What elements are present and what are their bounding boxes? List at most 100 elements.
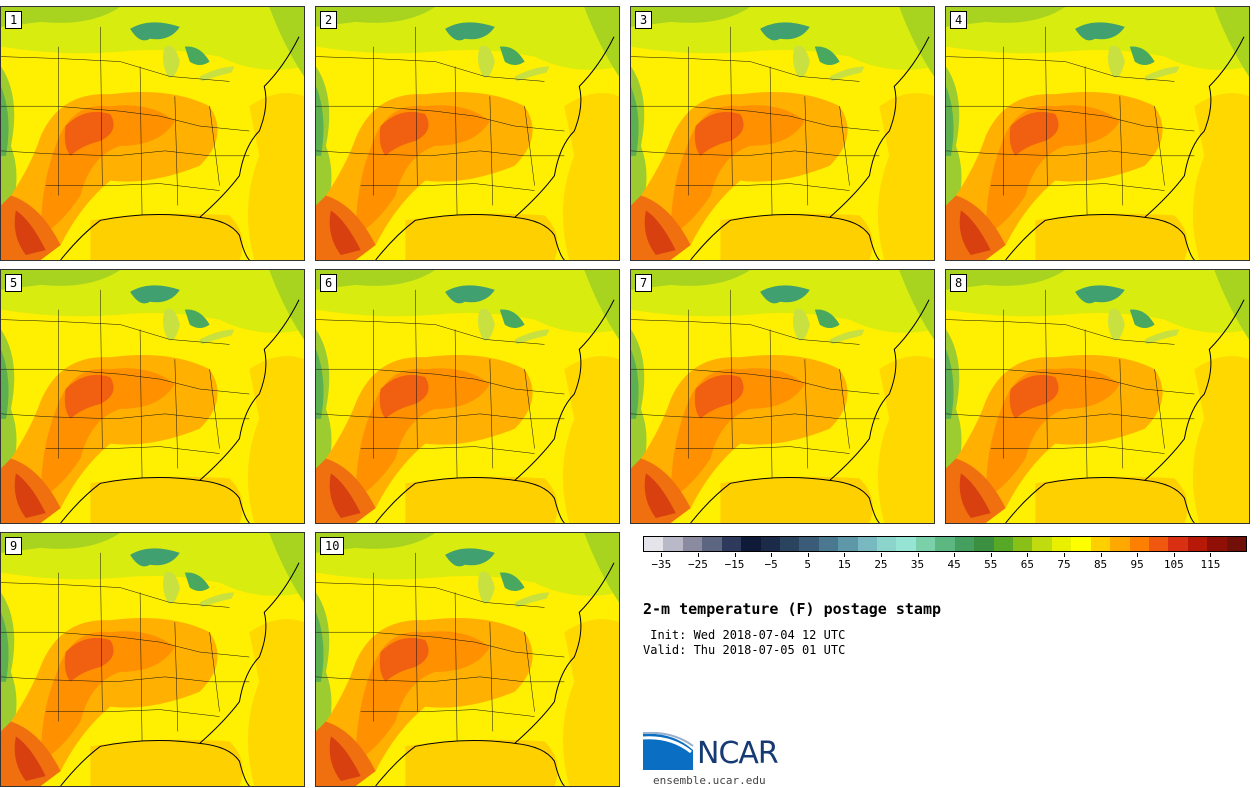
panel-number-label: 10 bbox=[320, 537, 345, 555]
colorbar-segment bbox=[1207, 537, 1227, 551]
colorbar-segment bbox=[663, 537, 683, 551]
colorbar-tick-label: 65 bbox=[1020, 558, 1034, 571]
colorbar-segment bbox=[1129, 537, 1149, 551]
colorbar-segment bbox=[818, 537, 839, 551]
valid-time: Valid: Thu 2018-07-05 01 UTC bbox=[643, 643, 846, 657]
colorbar-tick bbox=[1210, 553, 1212, 557]
colorbar-tick-label: 5 bbox=[804, 558, 812, 571]
colorbar-tick bbox=[880, 553, 882, 557]
colorbar bbox=[643, 536, 1247, 552]
colorbar-segment bbox=[1032, 537, 1052, 551]
panel-number-label: 3 bbox=[635, 11, 653, 29]
colorbar-segment bbox=[799, 537, 819, 551]
panel-number-label: 6 bbox=[320, 274, 338, 292]
site-url: ensemble.ucar.edu bbox=[653, 774, 766, 787]
temperature-map-2 bbox=[316, 7, 619, 260]
colorbar-segment bbox=[915, 537, 936, 551]
map-panel-6: 6 bbox=[315, 269, 620, 524]
colorbar-tick bbox=[844, 553, 846, 557]
colorbar-segment bbox=[644, 537, 664, 551]
colorbar-tick bbox=[697, 553, 699, 557]
colorbar-segment bbox=[954, 537, 975, 551]
colorbar-tick-label: −15 bbox=[724, 558, 745, 571]
colorbar-tick bbox=[917, 553, 919, 557]
colorbar-tick bbox=[734, 553, 736, 557]
colorbar-tick bbox=[771, 553, 773, 557]
colorbar-segment bbox=[1090, 537, 1111, 551]
colorbar-tick bbox=[1100, 553, 1102, 557]
colorbar-segment bbox=[1013, 537, 1033, 551]
map-panel-4: 4 bbox=[945, 6, 1250, 261]
temperature-map-10 bbox=[316, 533, 619, 786]
map-panel-1: 1 bbox=[0, 6, 305, 261]
colorbar-segment bbox=[877, 537, 897, 551]
colorbar-segment bbox=[1187, 537, 1208, 551]
colorbar-tick-label: −25 bbox=[687, 558, 708, 571]
colorbar-segment bbox=[1110, 537, 1130, 551]
colorbar-tick bbox=[1173, 553, 1175, 557]
colorbar-segment bbox=[741, 537, 761, 551]
colorbar-tick-label: 95 bbox=[1130, 558, 1144, 571]
init-time: Init: Wed 2018-07-04 12 UTC bbox=[643, 628, 846, 642]
colorbar-tick-label: −35 bbox=[651, 558, 672, 571]
panel-number-label: 4 bbox=[950, 11, 968, 29]
colorbar-tick-label: 45 bbox=[947, 558, 961, 571]
colorbar-segment bbox=[682, 537, 703, 551]
temperature-map-7 bbox=[631, 270, 934, 523]
map-panel-2: 2 bbox=[315, 6, 620, 261]
colorbar-tick-label: 35 bbox=[910, 558, 925, 571]
colorbar-tick bbox=[1027, 553, 1029, 557]
colorbar-tick bbox=[1137, 553, 1139, 557]
colorbar-tick-label: 55 bbox=[984, 558, 998, 571]
colorbar-segment bbox=[760, 537, 780, 551]
colorbar-tick bbox=[990, 553, 992, 557]
map-panel-7: 7 bbox=[630, 269, 935, 524]
colorbar-tick-label: 115 bbox=[1200, 558, 1221, 571]
colorbar-segment bbox=[721, 537, 742, 551]
colorbar-segment bbox=[1071, 537, 1091, 551]
colorbar-segment bbox=[993, 537, 1014, 551]
colorbar-segment bbox=[1051, 537, 1072, 551]
colorbar-segment bbox=[857, 537, 878, 551]
colorbar-segment bbox=[1168, 537, 1188, 551]
colorbar-segment bbox=[838, 537, 858, 551]
temperature-map-1 bbox=[1, 7, 304, 260]
colorbar-tick-label: 105 bbox=[1163, 558, 1184, 571]
colorbar-segment bbox=[1148, 537, 1169, 551]
colorbar-tick bbox=[807, 553, 809, 557]
colorbar-tick-label: 25 bbox=[874, 558, 888, 571]
temperature-map-5 bbox=[1, 270, 304, 523]
panel-number-label: 5 bbox=[5, 274, 23, 292]
colorbar-segment bbox=[896, 537, 916, 551]
map-panel-3: 3 bbox=[630, 6, 935, 261]
temperature-map-3 bbox=[631, 7, 934, 260]
panel-number-label: 2 bbox=[320, 11, 338, 29]
ncar-logo-icon bbox=[643, 732, 694, 770]
colorbar-segment bbox=[702, 537, 722, 551]
colorbar-ticks: −35 −25 −15 −5 5 15 25 35 45 55 65 75 85 95 105 115 bbox=[643, 553, 1247, 575]
temperature-map-9 bbox=[1, 533, 304, 786]
map-panel-10: 10 bbox=[315, 532, 620, 787]
colorbar-tick-label: −5 bbox=[764, 558, 778, 571]
temperature-map-6 bbox=[316, 270, 619, 523]
ncar-logo-text: NCAR bbox=[697, 736, 779, 771]
colorbar-tick bbox=[954, 553, 956, 557]
map-panel-8: 8 bbox=[945, 269, 1250, 524]
panel-number-label: 8 bbox=[950, 274, 968, 292]
colorbar-tick-label: 85 bbox=[1093, 558, 1108, 571]
colorbar-tick bbox=[661, 553, 663, 557]
figure-title: 2-m temperature (F) postage stamp bbox=[643, 600, 942, 618]
colorbar-tick-label: 15 bbox=[837, 558, 851, 571]
map-panel-9: 9 bbox=[0, 532, 305, 787]
colorbar-segment bbox=[779, 537, 800, 551]
panel-number-label: 7 bbox=[635, 274, 653, 292]
colorbar-tick bbox=[1063, 553, 1065, 557]
colorbar-tick-label: 75 bbox=[1057, 558, 1071, 571]
colorbar-segment bbox=[1226, 537, 1247, 551]
colorbar-segment bbox=[935, 537, 955, 551]
colorbar-segment bbox=[974, 537, 994, 551]
panel-number-label: 9 bbox=[5, 537, 23, 555]
panel-number-label: 1 bbox=[5, 11, 23, 29]
map-panel-5: 5 bbox=[0, 269, 305, 524]
temperature-map-8 bbox=[946, 270, 1249, 523]
